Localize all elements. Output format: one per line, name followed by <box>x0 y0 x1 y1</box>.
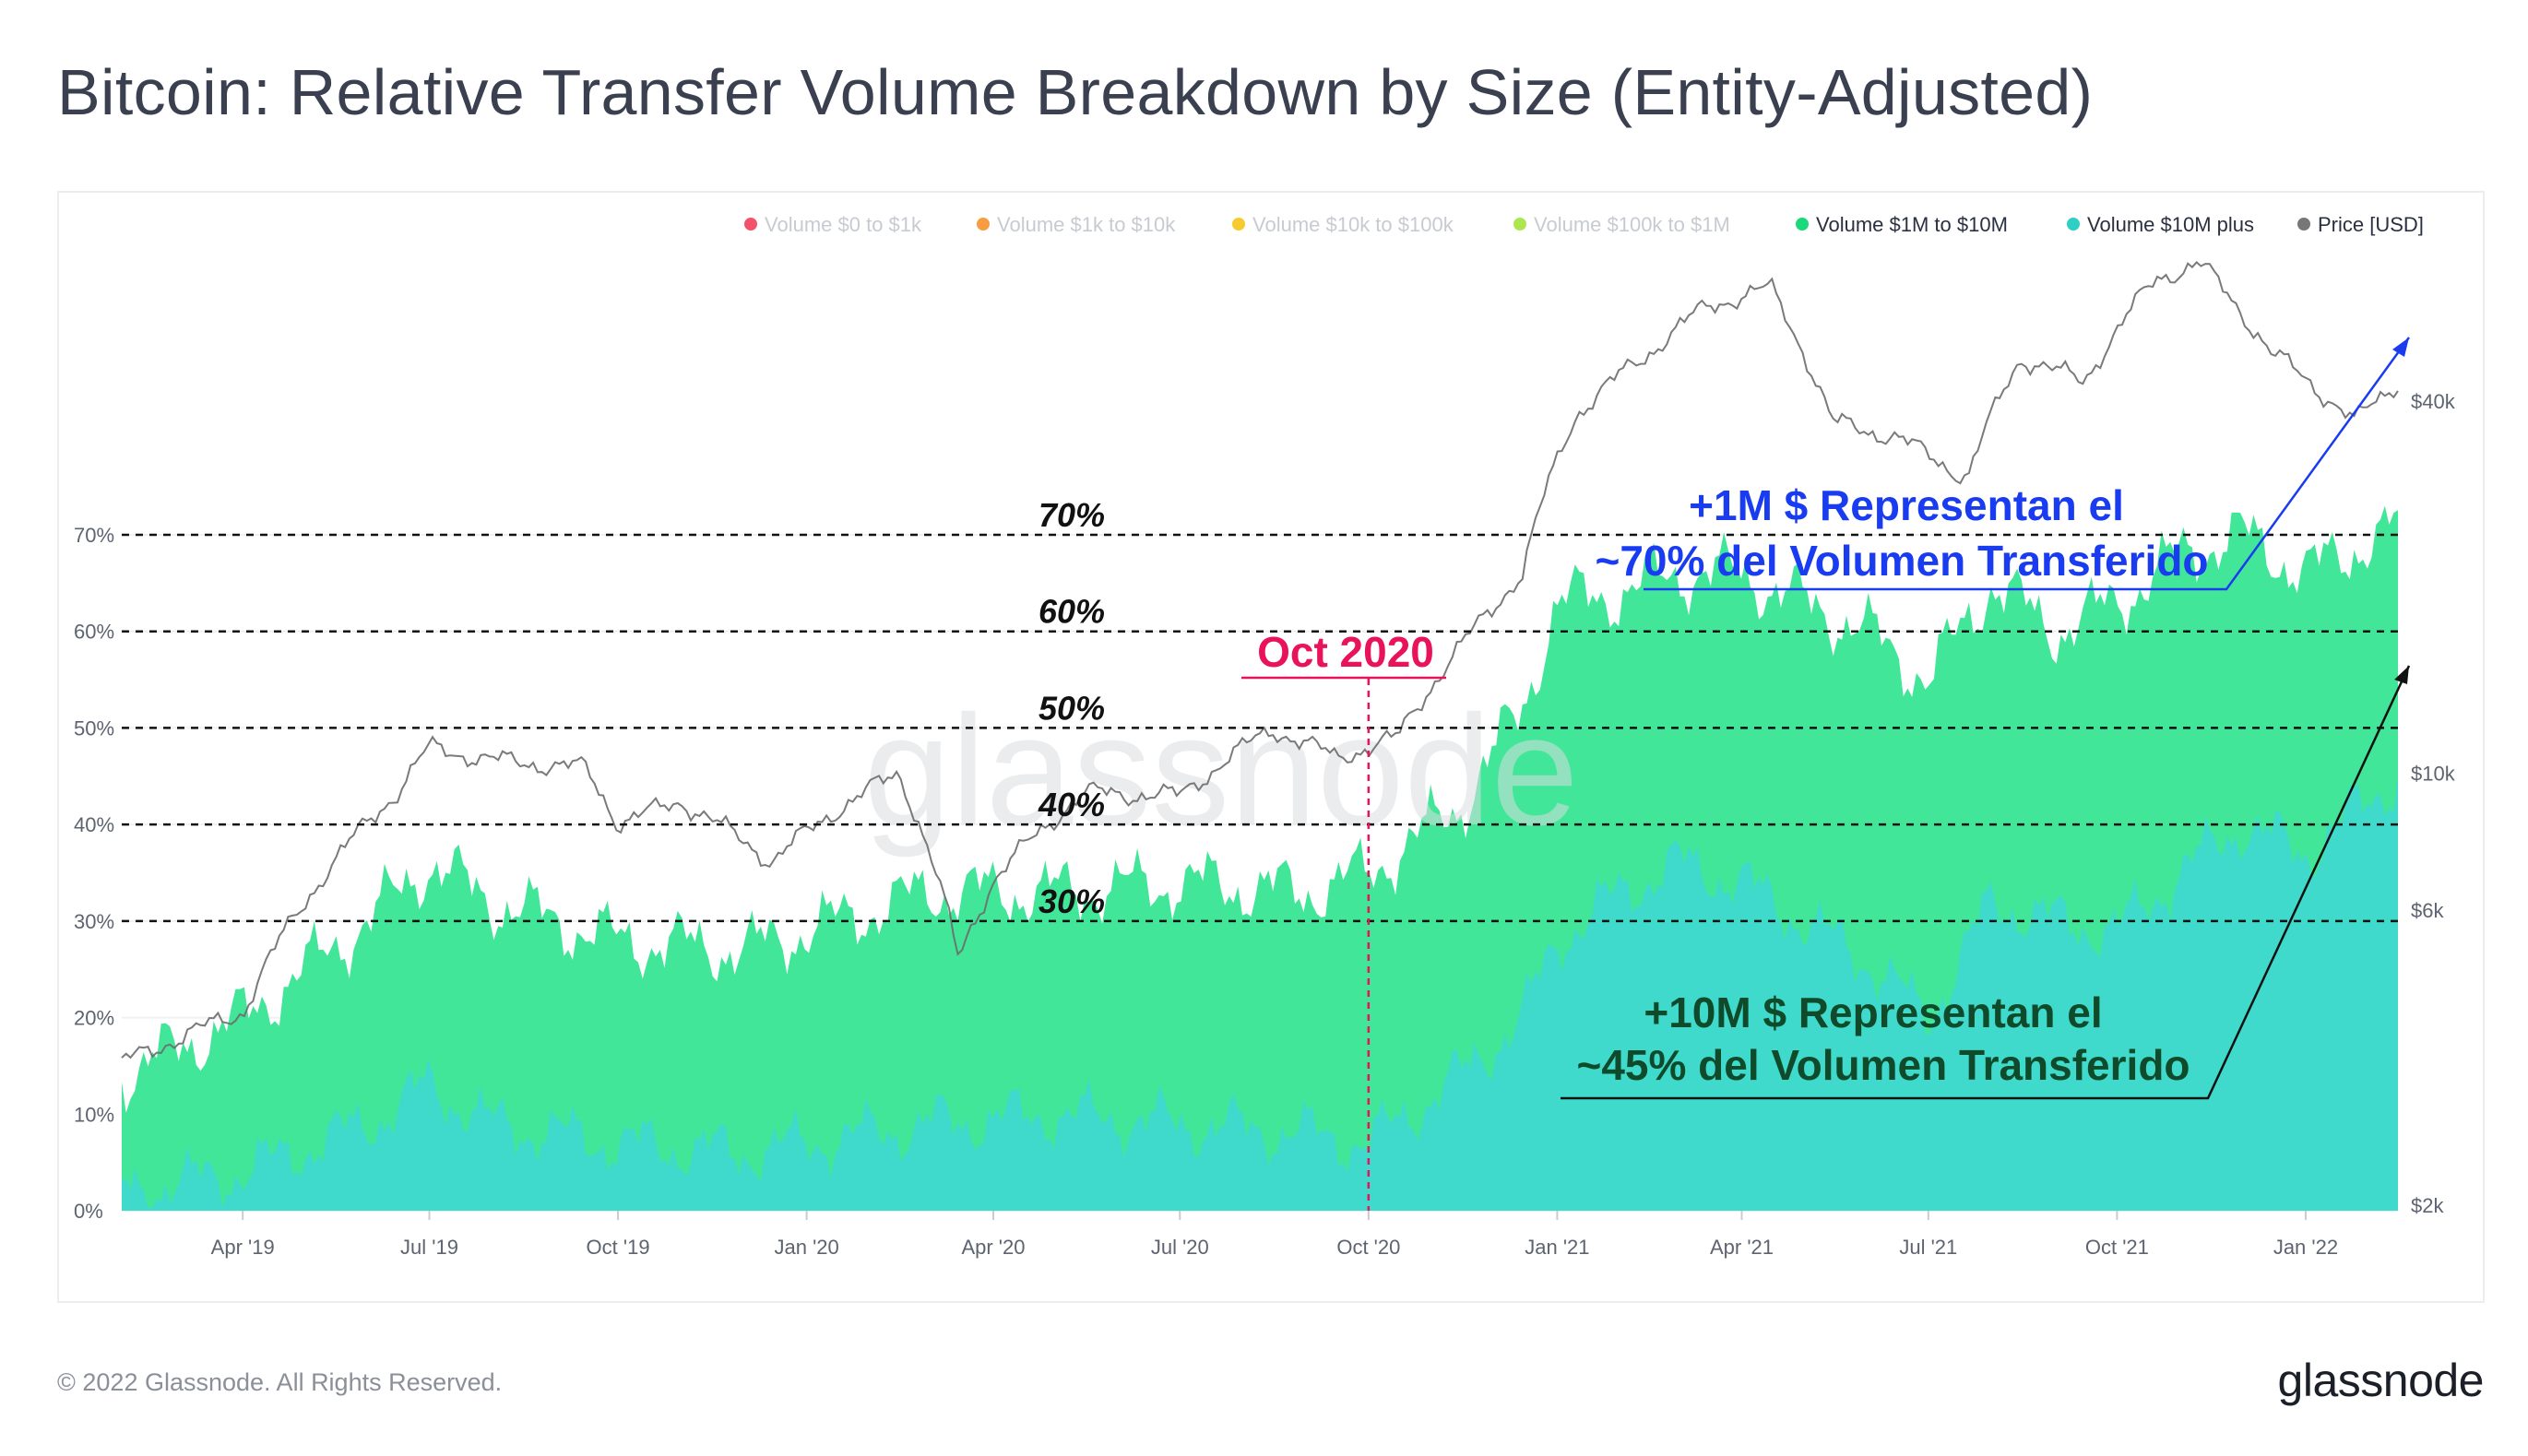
reference-line-label: 30% <box>1038 882 1105 920</box>
y-left-tick-label: 30% <box>74 910 114 933</box>
oct-2020-label: Oct 2020 <box>1257 628 1434 676</box>
x-tick-label: Oct '20 <box>1336 1236 1400 1259</box>
legend-dot-icon <box>1232 218 1245 231</box>
chart-panel: glassnode 0% 10% 20% 30% 40% 50% 60% 70% $2k $6k $… <box>57 191 2485 1303</box>
x-tick-label: Jan '20 <box>774 1236 838 1259</box>
x-tick-label: Oct '19 <box>587 1236 650 1259</box>
annotation-10m-text: ~45% del Volumen Transferido <box>1576 1041 2190 1089</box>
legend-item[interactable]: Volume $1k to $10k <box>977 213 1176 236</box>
x-tick-label: Apr '21 <box>1710 1236 1774 1259</box>
reference-lines: 30% 40% 50% 60% 70% <box>122 496 2398 923</box>
page-title: Bitcoin: Relative Transfer Volume Breakd… <box>57 56 2094 128</box>
x-tick-label: Apr '20 <box>961 1236 1025 1259</box>
y-left-tick-label: 40% <box>74 813 114 836</box>
x-tick-label: Jul '19 <box>400 1236 458 1259</box>
x-tick-label: Jan '22 <box>2273 1236 2338 1259</box>
legend-label: Volume $1M to $10M <box>1816 213 2008 236</box>
annotation-1m-leader <box>1644 337 2411 591</box>
reference-line-label: 40% <box>1038 786 1105 823</box>
legend-item[interactable]: Volume $10k to $100k <box>1232 213 1454 236</box>
legend-item[interactable]: Volume $100k to $1M <box>1513 213 1730 236</box>
x-tick-label: Jul '20 <box>1151 1236 1209 1259</box>
y-left-tick-label: 60% <box>74 621 114 644</box>
y-left-tick-label: 70% <box>74 524 114 547</box>
areas <box>122 505 2398 1211</box>
area-10m-plus <box>122 775 2398 1211</box>
price-line <box>121 260 2399 1059</box>
price-line-path <box>121 260 2399 1059</box>
y-right-tick-label: $40k <box>2411 390 2456 413</box>
x-tick-label: Jul '21 <box>1899 1236 1957 1259</box>
footer-logo[interactable]: glassnode <box>2277 1355 2485 1406</box>
y-left-tick-label: 10% <box>74 1103 114 1126</box>
axes: 0% 10% 20% 30% 40% 50% 60% 70% $2k $6k $10k $40k Apr… <box>74 390 2456 1259</box>
legend-dot-icon <box>2297 218 2310 231</box>
legend-dot-icon <box>744 218 757 231</box>
chart-svg: glassnode 0% 10% 20% 30% 40% 50% 60% 70% $2k $6k $… <box>74 213 2456 1259</box>
legend-label: Price [USD] <box>2318 213 2424 236</box>
legend-label: Volume $1k to $10k <box>997 213 1176 236</box>
legend-dot-icon <box>2067 218 2080 231</box>
y-right-tick-label: $10k <box>2411 763 2456 786</box>
legend-item[interactable]: Price [USD] <box>2297 213 2424 236</box>
annotation-1m-text: +1M $ Representan el <box>1689 481 2124 529</box>
annotation-10m-text: +10M $ Representan el <box>1644 988 2102 1036</box>
legend[interactable]: Volume $0 to $1k Volume $1k to $10k Volume… <box>744 213 2424 236</box>
reference-line-label: 50% <box>1038 689 1105 727</box>
annotation-1m-text: ~70% del Volumen Transferido <box>1595 537 2208 585</box>
legend-dot-icon <box>1513 218 1526 231</box>
x-tick-label: Apr '19 <box>211 1236 275 1259</box>
legend-item[interactable]: Volume $1M to $10M <box>1796 213 2008 236</box>
legend-label: Volume $0 to $1k <box>765 213 922 236</box>
y-left-tick-label: 20% <box>74 1007 114 1030</box>
x-tick-label: Jan '21 <box>1525 1236 1589 1259</box>
reference-line-label: 60% <box>1038 593 1105 631</box>
legend-item[interactable]: Volume $10M plus <box>2067 213 2254 236</box>
y-left-tick-label: 0% <box>74 1200 103 1223</box>
x-tick-label: Oct '21 <box>2085 1236 2149 1259</box>
arrow-head-icon <box>2394 666 2409 684</box>
y-left-tick-label: 50% <box>74 716 114 740</box>
annotations: Oct 2020 +1M $ Representan el ~70% del Vol… <box>1241 337 2411 1211</box>
watermark-text: glassnode <box>863 683 1578 858</box>
arrow-head-icon <box>2392 337 2409 357</box>
legend-label: Volume $10M plus <box>2087 213 2254 236</box>
legend-dot-icon <box>1796 218 1809 231</box>
legend-item[interactable]: Volume $0 to $1k <box>744 213 922 236</box>
annotation-10m-leader <box>1561 665 2411 1100</box>
legend-label: Volume $100k to $1M <box>1534 213 1730 236</box>
y-right-tick-label: $6k <box>2411 899 2444 922</box>
footer-copyright: © 2022 Glassnode. All Rights Reserved. <box>57 1368 503 1396</box>
reference-line-label: 70% <box>1038 496 1105 534</box>
legend-label: Volume $10k to $100k <box>1252 213 1454 236</box>
legend-dot-icon <box>977 218 990 231</box>
y-right-tick-label: $2k <box>2411 1194 2444 1217</box>
